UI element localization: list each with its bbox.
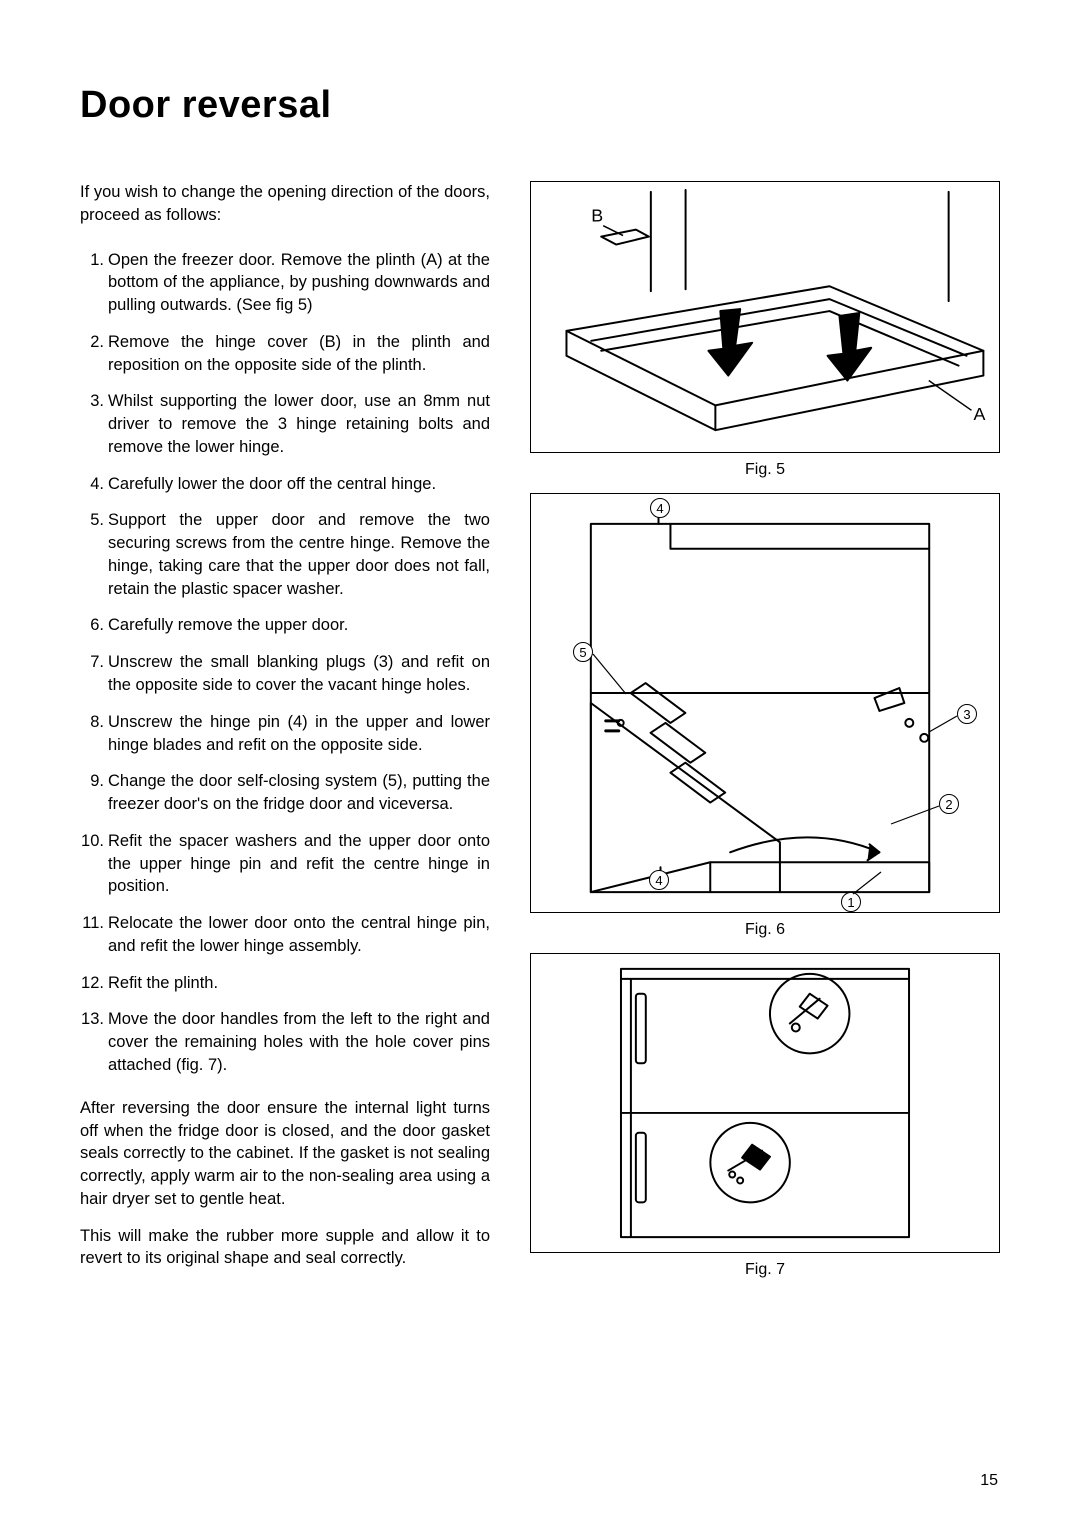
figure-5-svg: B A — [531, 182, 999, 452]
step-item: Relocate the lower door onto the central… — [80, 912, 490, 958]
figure-6: 4 5 3 2 4 1 — [530, 493, 1000, 913]
step-item: Change the door self-closing system (5),… — [80, 770, 490, 816]
step-item: Unscrew the small blanking plugs (3) and… — [80, 651, 490, 697]
figures-column: B A Fig. 5 — [530, 181, 1000, 1293]
fig6-leaders — [531, 494, 1001, 914]
step-item: Carefully remove the upper door. — [80, 614, 490, 637]
after-paragraph-2: This will make the rubber more supple an… — [80, 1225, 490, 1271]
step-item: Remove the hinge cover (B) in the plinth… — [80, 331, 490, 377]
figure-5-caption: Fig. 5 — [530, 461, 1000, 479]
after-paragraph-1: After reversing the door ensure the inte… — [80, 1097, 490, 1211]
page-title: Door reversal — [80, 84, 1000, 127]
two-column-layout: If you wish to change the opening direct… — [80, 181, 1000, 1293]
step-item: Refit the plinth. — [80, 972, 490, 995]
text-column: If you wish to change the opening direct… — [80, 181, 490, 1284]
fig5-label-b: B — [591, 206, 603, 226]
step-item: Support the upper door and remove the tw… — [80, 509, 490, 600]
figure-5: B A — [530, 181, 1000, 453]
intro-paragraph: If you wish to change the opening direct… — [80, 181, 490, 227]
step-item: Carefully lower the door off the central… — [80, 473, 490, 496]
step-item: Move the door handles from the left to t… — [80, 1008, 490, 1076]
figure-7-caption: Fig. 7 — [530, 1261, 1000, 1279]
step-item: Refit the spacer washers and the upper d… — [80, 830, 490, 898]
page-number: 15 — [980, 1472, 998, 1490]
steps-list: Open the freezer door. Remove the plinth… — [80, 249, 490, 1077]
figure-7-svg — [531, 954, 999, 1252]
fig5-label-a: A — [973, 404, 985, 424]
step-item: Whilst supporting the lower door, use an… — [80, 390, 490, 458]
figure-7 — [530, 953, 1000, 1253]
figure-6-caption: Fig. 6 — [530, 921, 1000, 939]
step-item: Unscrew the hinge pin (4) in the upper a… — [80, 711, 490, 757]
step-item: Open the freezer door. Remove the plinth… — [80, 249, 490, 317]
